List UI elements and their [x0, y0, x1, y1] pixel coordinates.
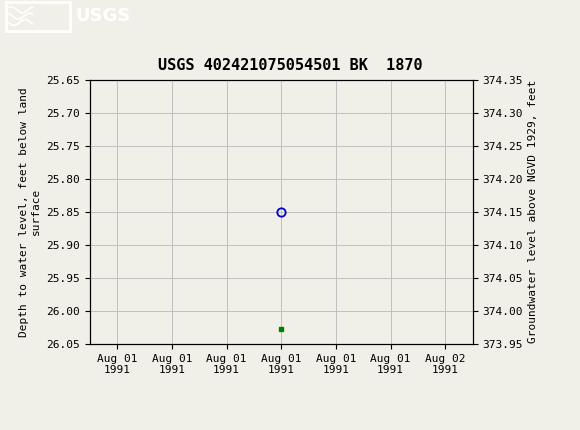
Y-axis label: Groundwater level above NGVD 1929, feet: Groundwater level above NGVD 1929, feet [528, 80, 538, 344]
Text: USGS: USGS [75, 7, 130, 25]
Legend: Period of approved data: Period of approved data [178, 427, 385, 430]
Y-axis label: Depth to water level, feet below land
surface: Depth to water level, feet below land su… [19, 87, 41, 337]
Text: USGS 402421075054501 BK  1870: USGS 402421075054501 BK 1870 [158, 58, 422, 73]
